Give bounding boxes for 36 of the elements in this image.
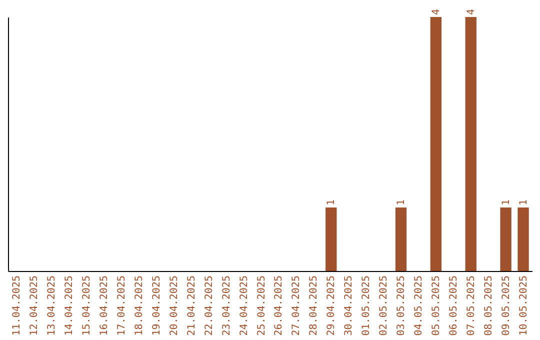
x-tick-label: 12.04.2025 [29,276,40,336]
x-tick-label: 01.05.2025 [361,276,372,336]
x-tick-label: 09.05.2025 [500,276,512,336]
x-tick-label: 22.04.2025 [204,276,215,336]
x-tick-label: 17.04.2025 [116,276,128,336]
x-tick-label: 16.04.2025 [99,276,110,336]
x-tick-label: 29.04.2025 [326,276,338,336]
x-tick-label: 30.04.2025 [344,276,355,336]
x-tick-label: 11.04.2025 [12,276,23,336]
data-label: 1 [326,199,338,206]
x-tick-label: 14.04.2025 [64,276,76,336]
data-label: 4 [430,8,442,15]
x-tick-label: 15.04.2025 [82,276,93,336]
x-tick-label: 02.05.2025 [378,276,390,336]
x-tick-label: 25.04.2025 [256,276,268,336]
x-tick-label: 21.04.2025 [186,276,198,336]
x-tick-label: 18.04.2025 [134,276,145,336]
data-label: 4 [466,8,477,15]
x-tick-label: 03.05.2025 [396,276,407,336]
x-tick-label: 04.05.2025 [413,276,424,336]
x-tick-label: 23.04.2025 [221,276,232,336]
x-tick-label: 06.05.2025 [448,276,460,336]
x-tick-label: 07.05.2025 [466,276,477,336]
x-tick-label: 13.04.2025 [46,276,58,336]
x-tick-label: 28.04.2025 [308,276,320,336]
x-tick-label: 20.04.2025 [168,276,180,336]
x-tick-label: 10.05.2025 [518,276,530,336]
x-tick-label: 26.04.2025 [274,276,285,336]
data-label: 1 [396,199,407,206]
x-tick-label: 19.04.2025 [151,276,162,336]
data-label: 1 [518,199,530,206]
x-tick-label: 27.04.2025 [291,276,302,336]
x-tick-label: 05.05.2025 [430,276,442,336]
x-tick-label: 24.04.2025 [238,276,250,336]
data-label: 1 [500,199,512,206]
x-tick-label: 08.05.2025 [483,276,494,336]
